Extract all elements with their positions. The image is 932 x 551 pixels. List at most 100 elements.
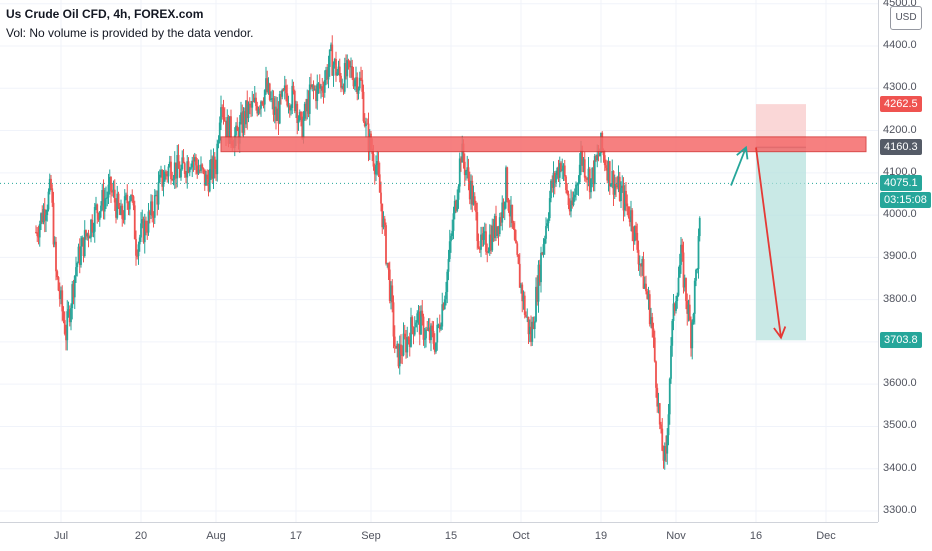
price-tick-label: 3500.0: [883, 419, 917, 432]
candle-body: [217, 140, 220, 144]
candle-body: [211, 159, 214, 179]
candle-body: [692, 313, 695, 323]
candle-body: [170, 161, 172, 180]
candle-body: [437, 324, 440, 326]
candle-body: [487, 250, 490, 253]
price-axis[interactable]: [878, 0, 932, 522]
candle-body: [93, 206, 96, 232]
candle-body: [347, 60, 350, 62]
candle-body: [357, 88, 360, 94]
candle-body: [366, 123, 369, 125]
candle-body: [416, 313, 419, 323]
candle-body: [338, 66, 341, 76]
candle-body: [472, 196, 475, 205]
candle-body: [698, 217, 701, 237]
bar-countdown-badge: 03:15:08: [880, 192, 931, 209]
candle-body: [36, 232, 39, 237]
candle-body: [481, 234, 484, 240]
candle-body: [257, 108, 260, 114]
candle-body: [465, 171, 467, 176]
time-tick-label: Sep: [361, 530, 381, 542]
candle-body: [351, 66, 354, 78]
candle-body: [96, 204, 99, 214]
candle-body: [108, 176, 111, 185]
candle-body: [615, 183, 617, 186]
candle-body: [53, 241, 56, 245]
candle-body: [241, 112, 244, 133]
chart-area[interactable]: [0, 0, 878, 522]
candle-body: [263, 90, 266, 105]
volume-note: Vol: No volume is provided by the data v…: [6, 26, 254, 40]
candle-body: [451, 230, 454, 237]
candle-body: [666, 435, 669, 454]
candle-body: [393, 336, 396, 347]
candle-body: [230, 116, 232, 141]
candle-body: [248, 103, 251, 105]
candle-body: [578, 164, 581, 183]
candle-body: [445, 292, 447, 300]
candle-body: [446, 271, 449, 293]
candle-body: [346, 60, 349, 77]
candle-body: [378, 174, 381, 193]
price-tick-label: 4300.0: [883, 81, 917, 94]
candle-body: [697, 236, 700, 269]
candle-body: [622, 185, 625, 211]
candle-body: [642, 258, 645, 289]
candle-body: [695, 269, 697, 281]
candle-body: [460, 158, 462, 163]
candle-body: [543, 238, 546, 245]
candle-body: [678, 264, 681, 278]
candle-body: [317, 83, 320, 85]
candle-body: [322, 90, 325, 93]
candle-body: [660, 424, 662, 429]
candle-body: [243, 111, 246, 125]
candle-body: [581, 150, 584, 166]
candle-body: [291, 85, 294, 108]
candle-body: [457, 186, 460, 200]
candle-body: [676, 295, 679, 302]
candle-body: [180, 168, 182, 178]
candle-body: [208, 168, 211, 192]
price-chart[interactable]: [0, 0, 878, 522]
candle-body: [422, 316, 425, 340]
candle-body: [402, 333, 405, 356]
candle-body: [681, 244, 684, 253]
candle-body: [633, 225, 636, 242]
candle-body: [85, 230, 87, 237]
candle-body: [478, 247, 481, 250]
candle-body: [362, 91, 365, 122]
candle-body: [275, 106, 277, 121]
candle-body: [618, 176, 621, 201]
candle-body: [106, 197, 109, 199]
candle-body: [125, 194, 127, 197]
candle-body: [400, 344, 402, 355]
candle-body: [468, 180, 471, 200]
currency-button[interactable]: USD: [890, 6, 922, 30]
candle-body: [41, 213, 44, 223]
candle-body: [311, 84, 314, 88]
candle-body: [507, 200, 510, 211]
candle-body: [307, 98, 310, 114]
candle-body: [226, 116, 229, 138]
candle-body: [295, 103, 297, 112]
candle-body: [187, 161, 190, 173]
candle-body: [391, 285, 394, 303]
candle-body: [561, 169, 564, 171]
candle-body: [688, 304, 691, 321]
candle-body: [316, 83, 319, 102]
time-axis[interactable]: [0, 522, 878, 551]
candle-body: [667, 414, 670, 436]
candle-body: [690, 320, 692, 349]
candle-body: [218, 122, 221, 141]
candle-body: [582, 159, 585, 166]
candle-body: [335, 59, 337, 76]
candle-body: [587, 168, 590, 180]
candle-body: [631, 210, 634, 232]
candle-body: [617, 176, 620, 188]
candle-body: [303, 103, 306, 119]
candle-body: [318, 83, 321, 89]
candle-body: [382, 218, 385, 228]
candle-body: [485, 231, 487, 252]
candle-body: [203, 169, 206, 186]
candle-body: [126, 194, 129, 204]
